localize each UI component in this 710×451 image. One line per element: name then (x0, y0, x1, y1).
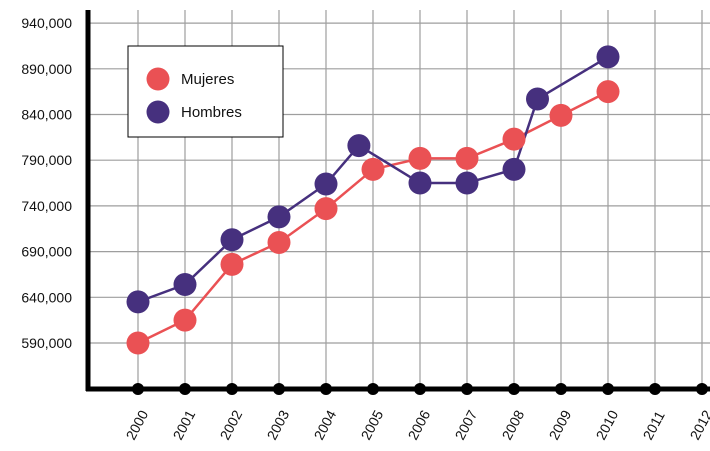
y-tick-label: 790,000 (21, 152, 72, 168)
legend: Mujeres Hombres (127, 45, 284, 138)
legend-marker (146, 67, 170, 91)
data-point-mujeres (361, 157, 385, 181)
data-point-hombres (596, 45, 620, 69)
x-tick-label: 2011 (640, 408, 668, 442)
data-point-hombres (267, 205, 291, 229)
data-point-mujeres (596, 80, 620, 104)
x-axis-ticks: 2000 2001 2002 2003 2004 2005 2006 2007 2008 2009… (123, 383, 710, 442)
y-tick-label: 740,000 (21, 198, 72, 214)
data-point-hombres (220, 228, 244, 252)
legend-label: Mujeres (181, 71, 234, 88)
data-point-hombres (502, 157, 526, 181)
x-tick-dot (273, 383, 285, 395)
x-tick-label: 2010 (593, 407, 622, 442)
legend-marker (146, 100, 170, 124)
x-tick-dot (179, 383, 191, 395)
y-tick-label: 940,000 (21, 15, 72, 31)
data-point-mujeres (408, 146, 432, 170)
data-point-mujeres (126, 331, 150, 355)
data-point-mujeres (267, 230, 291, 254)
x-tick-dot (367, 383, 379, 395)
x-tick-label: 2009 (546, 407, 575, 442)
x-tick-dot (320, 383, 332, 395)
x-tick-dot (602, 383, 614, 395)
x-tick-label: 2004 (311, 407, 340, 442)
y-tick-label: 840,000 (21, 107, 72, 123)
x-tick-dot (461, 383, 473, 395)
x-tick-label: 2000 (123, 407, 152, 442)
data-point-mujeres (220, 252, 244, 276)
x-tick-dot (555, 383, 567, 395)
data-point-mujeres (502, 127, 526, 151)
y-tick-label: 690,000 (21, 244, 72, 260)
legend-label: Hombres (181, 104, 242, 121)
x-tick-label: 2003 (264, 407, 293, 442)
data-point-hombres (126, 290, 150, 314)
x-tick-label: 2012 (687, 407, 710, 442)
data-point-hombres (173, 273, 197, 297)
data-point-hombres (408, 171, 432, 195)
data-point-mujeres (173, 308, 197, 332)
legend-box (127, 45, 284, 138)
y-tick-label: 640,000 (21, 289, 72, 305)
x-tick-label: 2008 (499, 407, 528, 442)
data-point-hombres (526, 87, 549, 111)
x-tick-label: 2005 (358, 407, 387, 442)
x-tick-label: 2001 (170, 407, 199, 442)
y-tick-label: 890,000 (21, 61, 72, 77)
data-point-mujeres (549, 103, 573, 127)
x-tick-dot (226, 383, 238, 395)
series-group (126, 45, 620, 355)
data-point-mujeres (455, 146, 479, 170)
x-tick-dot (696, 383, 708, 395)
x-tick-dot (508, 383, 520, 395)
x-tick-label: 2002 (217, 407, 246, 442)
data-point-hombres (455, 171, 479, 195)
x-tick-label: 2006 (405, 407, 434, 442)
x-tick-label: 2007 (452, 407, 481, 442)
y-tick-label: 590,000 (21, 335, 72, 351)
y-axis-ticks: 590,000 640,000 690,000 740,000 790,000 840,0… (21, 15, 72, 351)
data-point-mujeres (314, 197, 338, 221)
data-point-hombres (347, 134, 371, 158)
x-tick-dot (649, 383, 661, 395)
data-point-hombres (314, 172, 338, 196)
x-tick-dot (414, 383, 426, 395)
x-tick-dot (132, 383, 144, 395)
